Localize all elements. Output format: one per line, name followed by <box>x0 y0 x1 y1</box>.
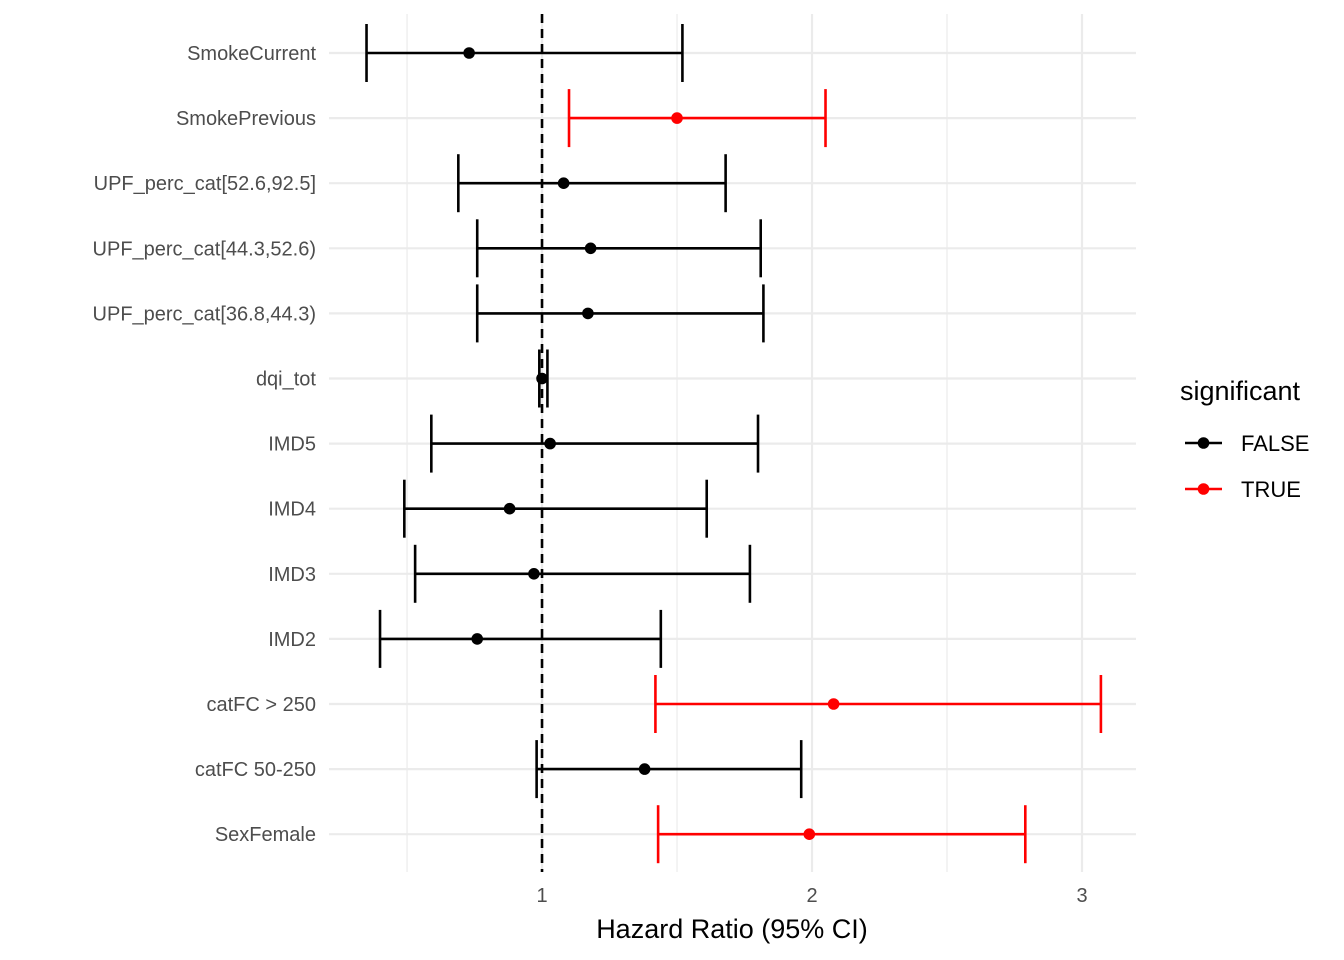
legend-label: TRUE <box>1241 477 1301 502</box>
y-tick-label: IMD3 <box>268 564 316 586</box>
x-tick-label: 1 <box>536 885 547 907</box>
forest-row-6 <box>430 414 760 473</box>
y-tick-label: SmokeCurrent <box>187 43 316 65</box>
estimate-point <box>671 112 683 124</box>
y-axis: SmokeCurrent SmokePrevious UPF_perc_cat[52… <box>93 43 317 846</box>
forest-row-3 <box>475 219 763 278</box>
y-tick-label: IMD2 <box>268 629 316 651</box>
forest-row-8 <box>413 544 752 603</box>
forest-row-11 <box>535 740 803 799</box>
legend: significant FALSE TRUE <box>1180 376 1309 502</box>
y-tick-label: UPF_perc_cat[52.6,92.5] <box>94 173 316 195</box>
legend-title: significant <box>1180 376 1301 406</box>
estimate-point <box>584 242 597 255</box>
estimate-point <box>582 307 594 320</box>
y-tick-label: UPF_perc_cat[44.3,52.6) <box>93 238 316 260</box>
y-tick-label: dqi_tot <box>256 369 316 391</box>
estimate-point <box>638 763 651 775</box>
estimate-point <box>557 177 570 189</box>
x-axis: 1 2 3 <box>536 885 1087 907</box>
y-tick-label: catFC 50-250 <box>195 759 316 781</box>
forest-row-0 <box>365 24 684 82</box>
y-tick-label: SexFemale <box>215 824 316 846</box>
x-tick-label: 3 <box>1076 885 1087 907</box>
marks-layer <box>365 24 1103 864</box>
legend-key-point <box>1197 483 1210 495</box>
legend-key-point <box>1197 437 1210 449</box>
legend-entries: FALSE TRUE <box>1185 431 1309 502</box>
legend-entry-true: TRUE <box>1185 477 1301 502</box>
estimate-point <box>528 568 540 580</box>
y-tick-label: UPF_perc_cat[36.8,44.3) <box>93 303 316 325</box>
y-tick-label: SmokePrevious <box>176 108 316 130</box>
forest-row-4 <box>475 284 765 343</box>
x-axis-title: Hazard Ratio (95% CI) <box>596 914 868 944</box>
estimate-point <box>536 372 548 385</box>
estimate-point <box>827 698 840 710</box>
y-tick-label: catFC > 250 <box>206 694 316 716</box>
forest-row-2 <box>457 154 727 213</box>
y-tick-label: IMD4 <box>268 499 316 521</box>
y-tick-label: IMD5 <box>268 434 316 456</box>
forest-row-7 <box>403 479 709 538</box>
legend-label: FALSE <box>1241 431 1309 456</box>
forest-row-12 <box>656 805 1027 864</box>
forest-row-5 <box>536 349 549 408</box>
estimate-point <box>544 437 556 450</box>
estimate-point <box>503 502 516 515</box>
x-tick-label: 2 <box>806 885 817 907</box>
estimate-point <box>471 633 484 645</box>
forest-row-1 <box>567 89 827 148</box>
estimate-point <box>463 47 475 59</box>
forest-row-10 <box>654 675 1103 733</box>
forest-row-9 <box>378 609 663 668</box>
estimate-point <box>803 828 816 840</box>
legend-entry-false: FALSE <box>1185 431 1309 456</box>
